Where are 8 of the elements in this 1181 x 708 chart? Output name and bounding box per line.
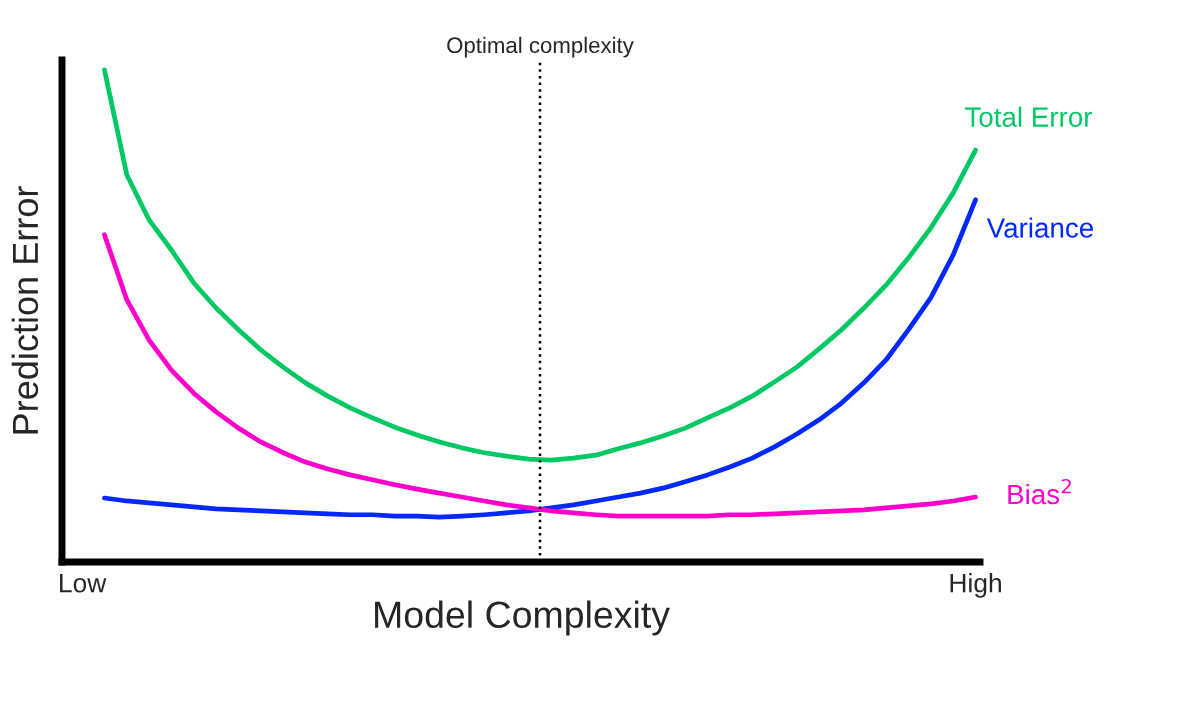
x-tick-label: High [950, 573, 1001, 598]
text: Optimal complexity [447, 36, 634, 58]
series-label: Total Error [965, 106, 1093, 127]
series-label: Bias$^{2}$ [1008, 478, 1071, 505]
x-axis-title: Model Complexity [375, 600, 670, 636]
series-label: Variance [986, 217, 1093, 238]
y-axis-title: Prediction Error [11, 186, 39, 434]
x-tick-label: Low [60, 574, 107, 593]
